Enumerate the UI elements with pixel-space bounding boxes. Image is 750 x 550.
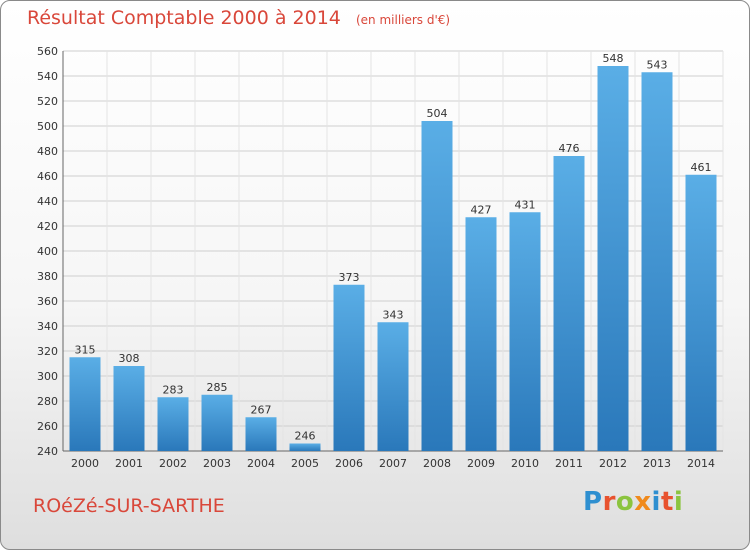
logo-letter: t — [660, 487, 674, 517]
y-tick-label: 360 — [37, 295, 58, 308]
y-tick-label: 420 — [37, 220, 58, 233]
x-tick-label: 2000 — [71, 457, 99, 470]
data-label-2008: 504 — [427, 107, 448, 120]
x-tick-label: 2002 — [159, 457, 187, 470]
data-label-2006: 373 — [339, 271, 360, 284]
data-label-2007: 343 — [383, 308, 404, 321]
data-label-2013: 543 — [647, 58, 668, 71]
data-label-2010: 431 — [515, 198, 536, 211]
x-tick-label: 2006 — [335, 457, 363, 470]
x-tick-label: 2011 — [555, 457, 583, 470]
bar-2004 — [245, 417, 277, 451]
y-tick-label: 380 — [37, 270, 58, 283]
x-tick-label: 2001 — [115, 457, 143, 470]
logo-letter: r — [602, 487, 616, 517]
chart-unit: (en milliers d'€) — [355, 13, 451, 27]
x-tick-label: 2003 — [203, 457, 231, 470]
chart-title: Résultat Comptable 2000 à 2014 — [27, 7, 341, 29]
x-tick-label: 2012 — [599, 457, 627, 470]
bar-2003 — [201, 394, 233, 451]
logo-letter: o — [615, 487, 635, 517]
y-tick-label: 340 — [37, 320, 58, 333]
x-tick-label: 2014 — [687, 457, 715, 470]
y-tick-label: 560 — [37, 45, 58, 58]
bars — [69, 66, 717, 451]
data-label-2014: 461 — [691, 161, 712, 174]
y-tick-label: 520 — [37, 95, 58, 108]
bar-2002 — [157, 397, 189, 451]
data-label-2003: 285 — [207, 381, 228, 394]
x-tick-label: 2010 — [511, 457, 539, 470]
y-tick-label: 460 — [37, 170, 58, 183]
x-tick-label: 2005 — [291, 457, 319, 470]
bar-2000 — [69, 357, 101, 451]
y-tick-label: 240 — [37, 445, 58, 458]
bar-2010 — [509, 212, 541, 451]
data-label-2005: 246 — [295, 430, 316, 443]
bar-2005 — [289, 443, 321, 451]
data-label-2000: 315 — [75, 343, 96, 356]
y-tick-label: 440 — [37, 195, 58, 208]
y-tick-label: 540 — [37, 70, 58, 83]
y-tick-label: 300 — [37, 370, 58, 383]
bar-2007 — [377, 322, 409, 451]
data-label-2009: 427 — [471, 203, 492, 216]
logo-letter: i — [673, 487, 684, 517]
bar-2001 — [113, 366, 145, 451]
logo-letter: x — [634, 487, 652, 517]
x-tick-label: 2013 — [643, 457, 671, 470]
bar-2012 — [597, 66, 629, 451]
proxiti-logo: Proxiti — [583, 487, 683, 517]
y-tick-label: 480 — [37, 145, 58, 158]
y-tick-label: 400 — [37, 245, 58, 258]
bar-2006 — [333, 284, 365, 451]
x-tick-label: 2009 — [467, 457, 495, 470]
bar-2011 — [553, 156, 585, 451]
data-label-2002: 283 — [163, 383, 184, 396]
bar-2014 — [685, 174, 717, 451]
x-tick-label: 2007 — [379, 457, 407, 470]
chart-title-row: Résultat Comptable 2000 à 2014 (en milli… — [27, 7, 450, 29]
bar-2008 — [421, 121, 453, 451]
logo-letter: i — [651, 487, 661, 517]
y-tick-label: 320 — [37, 345, 58, 358]
logo-letter: P — [583, 487, 603, 517]
data-label-2012: 548 — [603, 52, 624, 65]
data-label-2001: 308 — [119, 352, 140, 365]
axes: 240 260 280 300 320 340 360 380 400 420 440 460 480 5… — [37, 45, 723, 470]
bar-2009 — [465, 217, 497, 451]
y-tick-label: 280 — [37, 395, 58, 408]
x-tick-label: 2008 — [423, 457, 451, 470]
y-tick-label: 500 — [37, 120, 58, 133]
commune-name: ROéZé-SUR-SARTHE — [33, 495, 225, 517]
x-tick-label: 2004 — [247, 457, 275, 470]
data-label-2004: 267 — [251, 403, 272, 416]
data-labels: 315 308 283 285 267 246 373 343 504 427 431 476 548 5… — [75, 52, 712, 443]
y-tick-label: 260 — [37, 420, 58, 433]
data-label-2011: 476 — [559, 142, 580, 155]
bar-2013 — [641, 72, 673, 451]
